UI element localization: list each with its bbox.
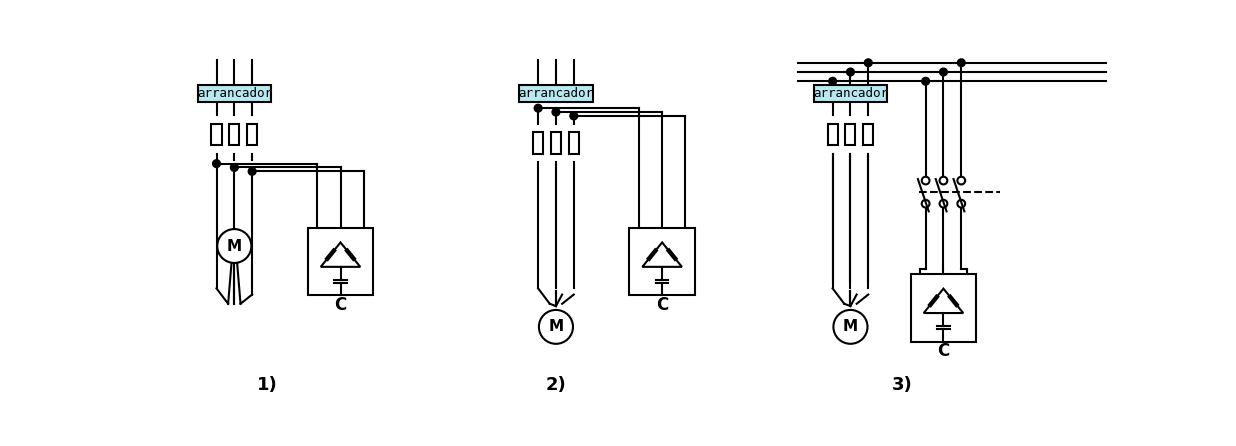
- Circle shape: [552, 108, 560, 116]
- Text: arrancador: arrancador: [197, 87, 272, 100]
- Circle shape: [534, 104, 543, 112]
- Circle shape: [958, 200, 965, 207]
- Circle shape: [539, 310, 574, 344]
- Text: 1): 1): [257, 376, 277, 394]
- Circle shape: [833, 310, 868, 344]
- Text: C: C: [335, 296, 346, 314]
- Circle shape: [939, 200, 947, 207]
- FancyBboxPatch shape: [813, 85, 887, 102]
- Bar: [551, 132, 561, 153]
- Circle shape: [958, 59, 965, 66]
- Circle shape: [230, 164, 239, 171]
- Bar: [911, 274, 976, 342]
- Circle shape: [847, 68, 854, 76]
- Bar: [308, 227, 373, 295]
- Bar: [863, 124, 874, 145]
- Circle shape: [864, 59, 873, 66]
- Circle shape: [939, 177, 947, 184]
- Bar: [828, 124, 838, 145]
- Circle shape: [829, 78, 837, 85]
- Text: M: M: [843, 319, 858, 334]
- Circle shape: [248, 168, 256, 175]
- Circle shape: [922, 177, 929, 184]
- Circle shape: [922, 78, 929, 85]
- Text: M: M: [549, 319, 564, 334]
- Bar: [247, 124, 257, 145]
- Circle shape: [939, 68, 947, 76]
- Text: M: M: [226, 239, 242, 253]
- Bar: [533, 132, 543, 153]
- Text: arrancador: arrancador: [518, 87, 593, 100]
- Circle shape: [570, 112, 577, 120]
- Text: arrancador: arrancador: [813, 87, 887, 100]
- FancyBboxPatch shape: [519, 85, 593, 102]
- Circle shape: [213, 160, 220, 168]
- Text: 3): 3): [892, 376, 912, 394]
- Text: C: C: [937, 342, 949, 360]
- FancyBboxPatch shape: [198, 85, 271, 102]
- Text: 2): 2): [545, 376, 566, 394]
- Text: C: C: [656, 296, 669, 314]
- Circle shape: [958, 177, 965, 184]
- Bar: [629, 227, 695, 295]
- Bar: [230, 124, 240, 145]
- Bar: [845, 124, 855, 145]
- Bar: [569, 132, 578, 153]
- Circle shape: [922, 200, 929, 207]
- Bar: [211, 124, 221, 145]
- Circle shape: [218, 229, 251, 263]
